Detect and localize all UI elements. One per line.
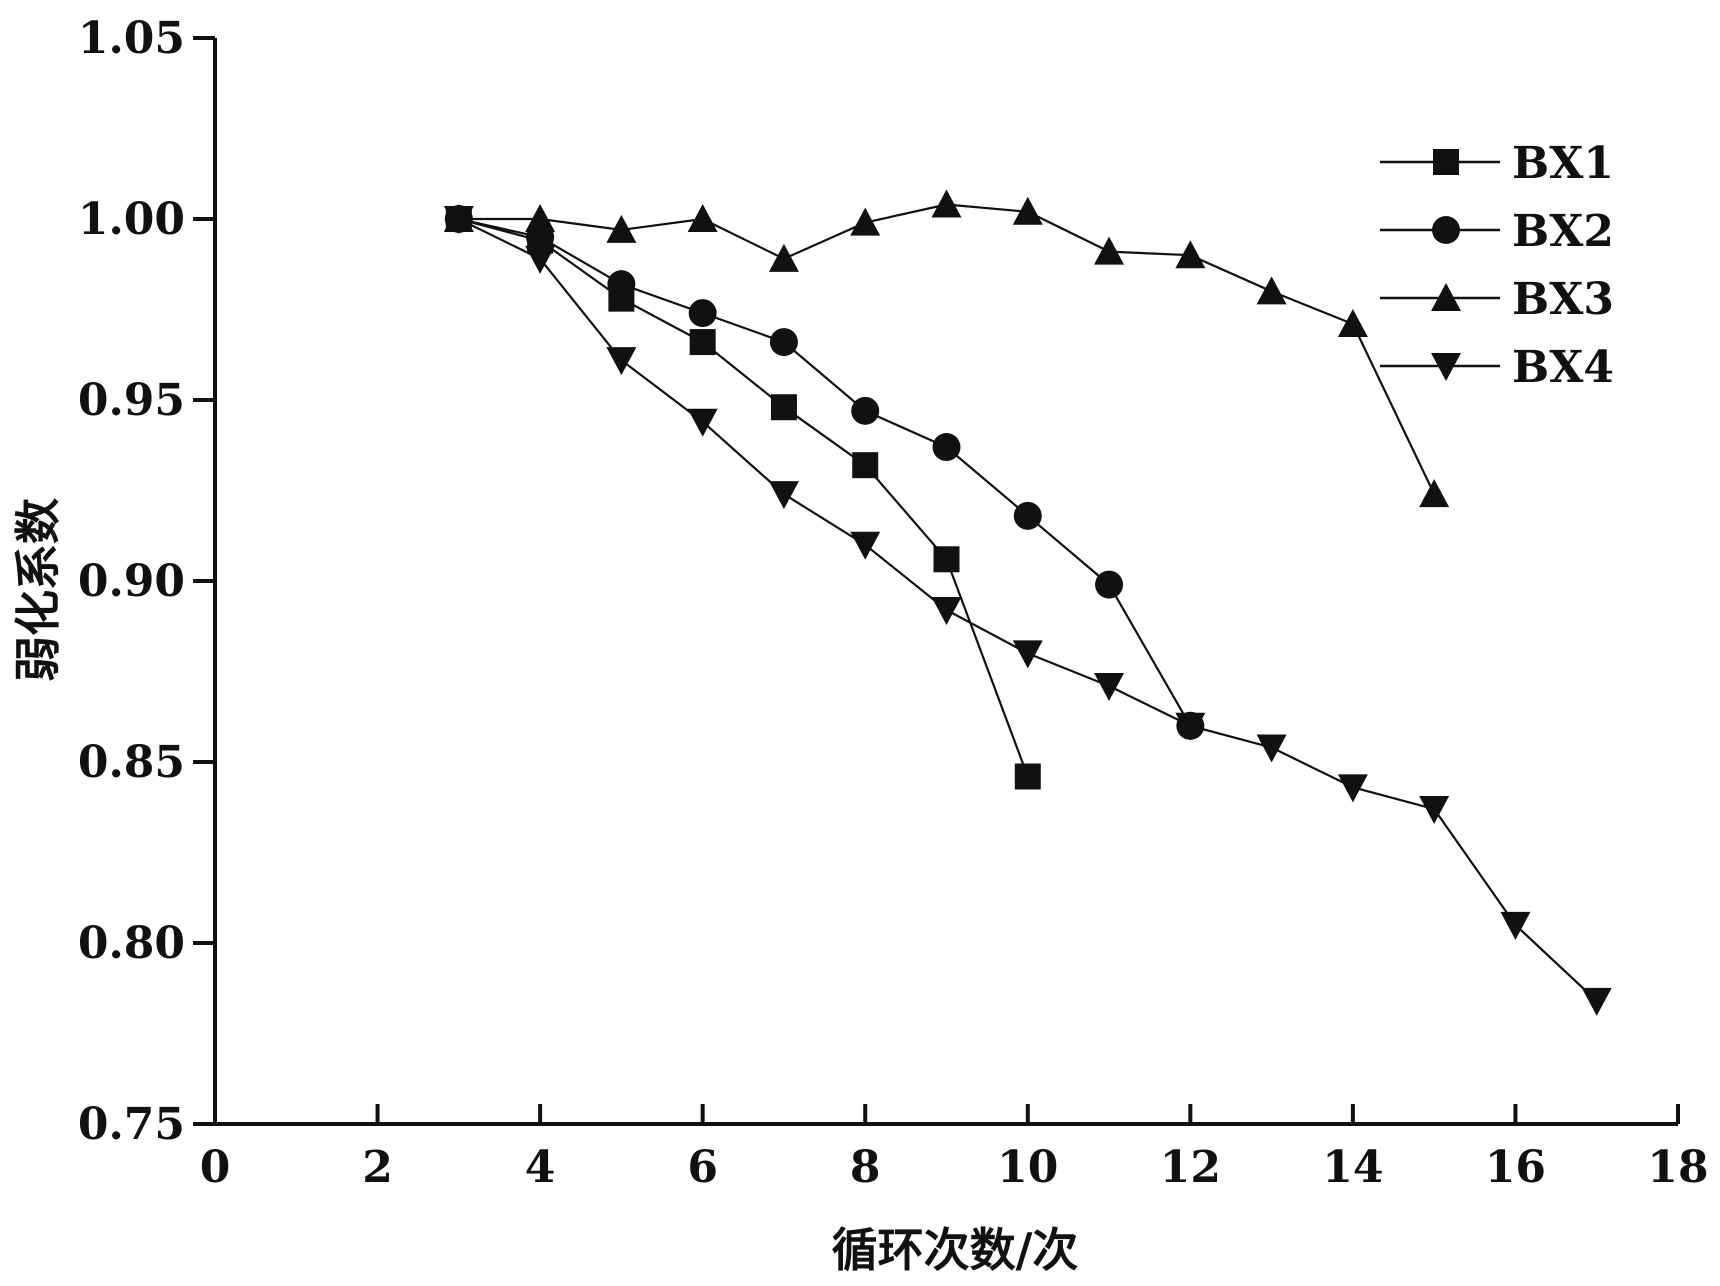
data-point-bx4: [1419, 796, 1450, 825]
data-point-bx4: [443, 206, 474, 234]
data-point-bx4: [1175, 712, 1206, 741]
y-tick-label: 0.85: [78, 737, 185, 788]
data-point-bx1: [933, 546, 960, 573]
data-point-bx3: [931, 189, 962, 218]
data-point-bx3: [606, 214, 637, 243]
axes: 0.75 0.80 0.85 0.90 0.95 1.00 1.05 0 2 4 6 8 10 12 14 1…: [78, 13, 1709, 1193]
data-point-bx2: [688, 299, 717, 328]
x-tick-label: 2: [362, 1142, 393, 1193]
x-tick-label: 14: [1322, 1142, 1383, 1193]
data-point-bx3: [525, 204, 556, 232]
legend-label: BX4: [1512, 342, 1614, 393]
legend-item-bx1: BX1: [1380, 138, 1614, 189]
data-point-bx4: [768, 481, 799, 510]
series-layer: [443, 189, 1612, 1016]
legend-label: BX3: [1512, 274, 1614, 325]
legend-item-bx4: BX4: [1380, 342, 1614, 393]
x-tick-label: 0: [200, 1142, 231, 1193]
data-point-bx4: [1094, 672, 1125, 701]
data-point-bx1: [852, 452, 879, 479]
x-tick-label: 10: [997, 1142, 1058, 1193]
x-tick-label: 12: [1160, 1142, 1221, 1193]
series-bx3: [443, 189, 1450, 508]
data-point-bx4: [931, 596, 962, 625]
legend-marker: [1432, 216, 1460, 244]
legend-marker: [1431, 353, 1461, 381]
series-bx1: [445, 206, 1041, 790]
data-point-bx2: [932, 433, 961, 462]
data-point-bx4: [525, 245, 556, 274]
x-tick-label: 16: [1485, 1142, 1546, 1193]
data-point-bx1: [689, 329, 716, 356]
series-bx4: [443, 206, 1612, 1016]
legend-item-bx3: BX3: [1380, 274, 1614, 325]
legend-item-bx2: BX2: [1380, 206, 1614, 257]
data-point-bx2: [607, 270, 636, 299]
data-point-bx3: [1175, 240, 1206, 269]
series-line-bx1: [458, 217, 1029, 777]
data-point-bx3: [687, 204, 718, 232]
legend-label: BX1: [1512, 138, 1614, 189]
legend: BX1 BX2 BX3 BX4: [1380, 138, 1614, 393]
data-point-bx2: [769, 328, 798, 357]
data-point-bx3: [1337, 308, 1368, 337]
x-tick-label: 18: [1647, 1142, 1708, 1193]
data-point-bx3: [1094, 236, 1125, 265]
x-axis-title: 循环次数/次: [832, 1223, 1079, 1277]
data-point-bx4: [606, 347, 637, 376]
data-point-bx2: [1013, 501, 1042, 530]
data-point-bx3: [850, 207, 881, 236]
data-point-bx3: [1419, 479, 1450, 508]
data-point-bx3: [1012, 196, 1043, 225]
data-point-bx4: [1500, 911, 1531, 940]
data-point-bx4: [1337, 774, 1368, 803]
y-tick-label: 0.80: [78, 918, 185, 969]
y-axis-title: 弱化系数: [11, 498, 65, 682]
data-point-bx3: [768, 243, 799, 272]
legend-label: BX2: [1512, 206, 1614, 257]
data-point-bx4: [687, 408, 718, 437]
x-tick-label: 8: [850, 1142, 881, 1193]
series-bx2: [444, 205, 1205, 740]
data-point-bx2: [1095, 570, 1124, 599]
data-point-bx4: [1256, 734, 1287, 763]
data-point-bx3: [1256, 276, 1287, 305]
data-point-bx1: [1014, 763, 1041, 790]
y-tick-label: 0.90: [78, 556, 185, 607]
x-tick-label: 6: [687, 1142, 718, 1193]
y-tick-label: 1.05: [78, 13, 185, 64]
data-point-bx1: [770, 394, 797, 421]
series-line-bx4: [458, 218, 1598, 1002]
data-point-bx2: [851, 396, 880, 425]
legend-marker: [1433, 149, 1459, 175]
y-tick-label: 1.00: [78, 194, 185, 245]
data-point-bx4: [1581, 987, 1612, 1016]
x-tick-label: 4: [525, 1142, 556, 1193]
legend-marker: [1431, 283, 1461, 311]
data-point-bx4: [1012, 640, 1043, 669]
data-point-bx4: [850, 531, 881, 560]
y-tick-label: 0.95: [78, 375, 185, 426]
y-tick-label: 0.75: [78, 1099, 185, 1150]
series-line-bx2: [458, 217, 1192, 727]
